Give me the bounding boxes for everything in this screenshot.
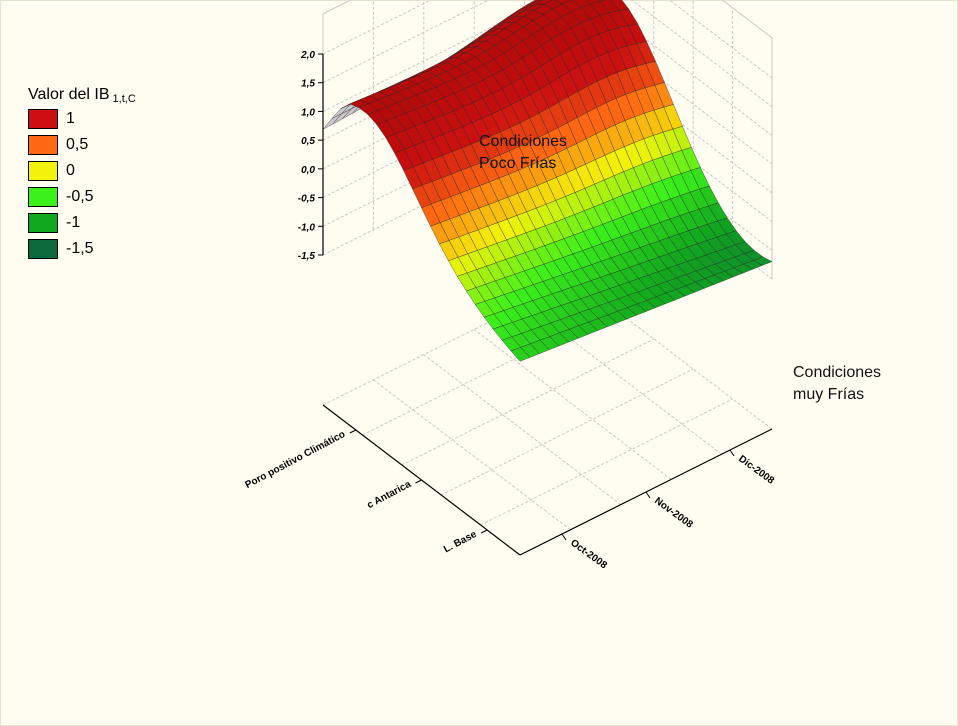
legend-swatch <box>28 161 58 181</box>
legend-label: 0 <box>66 162 75 179</box>
time-tick-mark <box>729 449 735 457</box>
z-tick-label: -0,5 <box>298 194 316 205</box>
surface-cell <box>510 347 531 362</box>
condition-tick-label: Poro positivo Climático <box>243 429 347 491</box>
z-tick-label: 0,5 <box>301 136 315 147</box>
time-tick-label: Nov-2008 <box>652 496 695 531</box>
legend-label: -1,5 <box>66 240 94 257</box>
gridline <box>401 338 655 466</box>
gridline <box>322 0 490 84</box>
legend-item: 1 <box>28 107 136 131</box>
legend-items: 1 0,5 0 -0,5 -1 -1,5 <box>28 107 136 261</box>
z-tick-label: 2,0 <box>300 50 315 61</box>
legend-label: -0,5 <box>66 188 94 205</box>
gridline <box>322 0 433 55</box>
time-tick-mark <box>645 491 651 499</box>
gridline <box>373 379 571 531</box>
legend-swatch <box>28 213 58 233</box>
legend-item: -0,5 <box>28 185 136 209</box>
annotation-line: Condiciones <box>793 364 882 381</box>
z-tick-label: -1,5 <box>298 251 316 262</box>
gridline <box>322 278 576 406</box>
gridline <box>480 398 733 526</box>
surface-mesh <box>322 0 773 362</box>
box-edge <box>721 0 773 39</box>
condition-tick-mark <box>349 429 357 434</box>
z-tick-label: 1,0 <box>301 107 315 118</box>
legend-title-subscript: 1,t,C <box>112 93 136 105</box>
condition-tick-label: c Antarica <box>365 479 413 511</box>
gridline <box>322 0 547 112</box>
annotation-muy-frias: Condiciones muy Frías <box>793 362 881 406</box>
time-tick-label: Oct-2008 <box>568 538 609 572</box>
time-tick-label: Dic-2008 <box>736 454 776 487</box>
gridline <box>440 368 694 496</box>
time-tick-mark <box>561 533 567 541</box>
surface-cell <box>322 113 342 130</box>
gridline <box>631 0 773 108</box>
legend-item: -1,5 <box>28 237 136 261</box>
gridline <box>423 354 622 505</box>
z-tick-label: -1,0 <box>298 222 316 233</box>
legend-swatch <box>28 109 58 129</box>
annotation-poco-frias: Condiciones Poco Frías <box>479 131 567 175</box>
condition-tick-mark <box>480 529 488 534</box>
legend-label: -1 <box>66 214 81 231</box>
legend-label: 0,5 <box>66 136 89 153</box>
annotation-line: Poco Frías <box>479 155 557 172</box>
annotation-line: muy Frías <box>793 386 865 403</box>
legend-item: 0,5 <box>28 133 136 157</box>
legend-swatch <box>28 187 58 207</box>
legend-title: Valor del IB 1,t,C <box>28 86 136 105</box>
condition-tick-label: L. Base <box>442 529 479 556</box>
condition-tick-mark <box>415 479 422 484</box>
legend-label: 1 <box>66 110 75 127</box>
z-tick-label: 1,5 <box>301 79 315 90</box>
legend-item: 0 <box>28 159 136 183</box>
legend-swatch <box>28 135 58 155</box>
legend-item: -1 <box>28 211 136 235</box>
gridline <box>473 329 672 480</box>
legend: Valor del IB 1,t,C 1 0,5 0 -0,5 -1 -1,5 <box>28 86 136 261</box>
z-tick-label: 0,0 <box>301 165 315 176</box>
gridline <box>362 308 615 436</box>
gridline <box>668 0 773 79</box>
annotation-line: Condiciones <box>479 133 568 150</box>
legend-swatch <box>28 239 58 259</box>
